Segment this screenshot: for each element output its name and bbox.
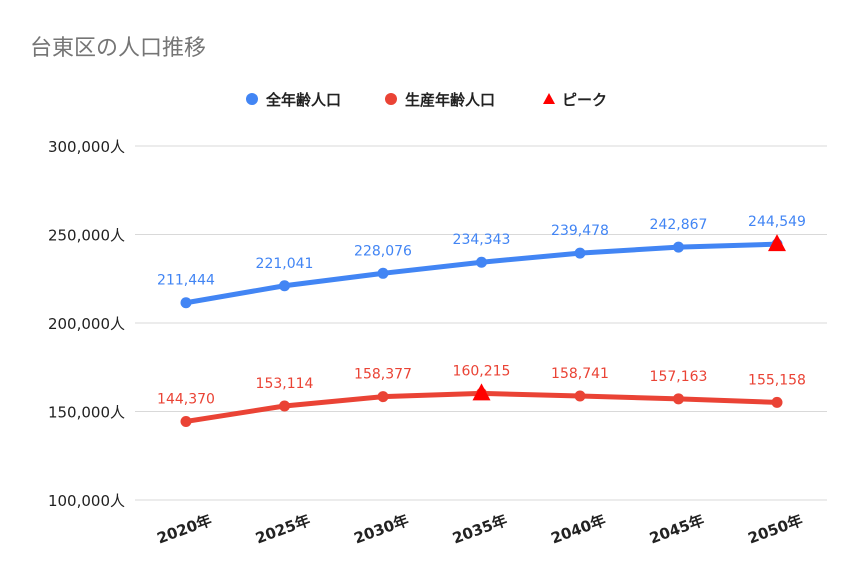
- x-tick-label: 2030年: [352, 511, 411, 547]
- peak-marker-triangle-icon: [768, 234, 786, 252]
- x-tick-label: 2035年: [450, 511, 509, 547]
- data-label: 153,114: [256, 376, 314, 392]
- x-tick-label: 2045年: [647, 511, 706, 547]
- y-tick-label: 100,000人: [48, 492, 125, 510]
- data-label: 242,867: [650, 217, 708, 233]
- data-label: 239,478: [551, 223, 609, 239]
- data-label: 228,076: [354, 243, 412, 259]
- data-point: [673, 241, 684, 253]
- legend-label-working-age: 生産年齢人口: [405, 91, 495, 109]
- data-label: 244,549: [748, 214, 806, 230]
- x-tick-label: 2025年: [253, 511, 312, 547]
- x-tick-label: 2040年: [549, 511, 608, 547]
- legend-marker-working-age-icon: [385, 93, 397, 105]
- legend-peak-triangle-icon: [543, 93, 555, 104]
- data-label: 157,163: [650, 369, 708, 385]
- data-point: [673, 393, 684, 405]
- data-label: 144,370: [157, 391, 215, 407]
- x-tick-label: 2050年: [746, 511, 805, 547]
- data-point: [771, 396, 783, 408]
- data-point: [180, 297, 192, 309]
- data-point: [279, 280, 290, 292]
- data-label: 234,343: [453, 232, 511, 248]
- legend-marker-all-ages-icon: [246, 93, 258, 105]
- legend-label-all-ages: 全年齢人口: [265, 91, 341, 109]
- data-point: [377, 391, 389, 403]
- y-axis-tick-labels: 300,000人 250,000人 200,000人 150,000人 100,000人: [48, 138, 125, 510]
- data-labels: 211,444 221,041 228,076 234,343 239,478 242,8…: [157, 214, 806, 407]
- series-line: [183, 241, 780, 306]
- y-tick-label: 250,000人: [48, 227, 125, 245]
- x-axis-tick-labels: 2020年 2025年 2030年 2035年 2040年 2045年 2050年: [155, 511, 805, 547]
- legend: 全年齢人口 生産年齢人口 ピーク: [246, 91, 607, 109]
- legend-label-peak: ピーク: [562, 91, 607, 109]
- data-label: 221,041: [256, 256, 314, 272]
- data-point: [279, 400, 290, 412]
- y-tick-label: 300,000人: [48, 138, 125, 156]
- peak-marker-triangle-icon: [472, 383, 491, 401]
- grid-lines: [135, 145, 827, 501]
- data-point: [377, 267, 389, 279]
- chart-title: 台東区の人口推移: [30, 36, 206, 61]
- x-tick-label: 2020年: [155, 511, 214, 547]
- data-label: 158,741: [551, 366, 609, 382]
- series-0: [180, 234, 786, 309]
- y-tick-label: 150,000人: [48, 404, 125, 422]
- data-point: [574, 390, 586, 402]
- series-layer: [180, 234, 786, 427]
- y-tick-label: 200,000人: [48, 315, 125, 333]
- data-point: [476, 256, 487, 268]
- data-label: 211,444: [157, 273, 215, 289]
- data-label: 158,377: [354, 367, 412, 383]
- data-point: [180, 415, 192, 427]
- series-1: [180, 383, 783, 427]
- data-point: [574, 247, 586, 259]
- data-label: 160,215: [453, 363, 511, 379]
- data-label: 155,158: [748, 372, 806, 388]
